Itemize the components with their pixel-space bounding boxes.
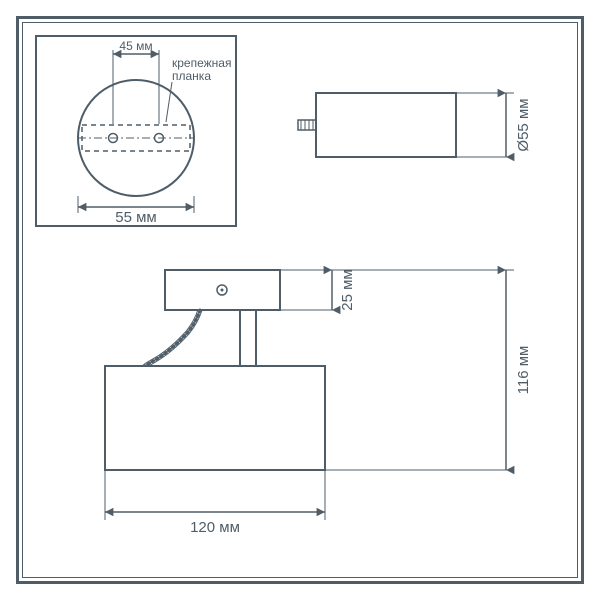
lamp-body bbox=[105, 366, 325, 470]
dim-d55: Ø55 мм bbox=[515, 98, 532, 151]
dim-120: 120 мм bbox=[190, 519, 240, 536]
diagram-page: 45 мм крепежная планка 55 мм Ø55 bbox=[0, 0, 600, 600]
dim-25: 25 мм bbox=[339, 269, 356, 310]
top-cylinder-view: Ø55 мм bbox=[298, 93, 532, 157]
inset-note-l1: крепежная bbox=[172, 56, 231, 70]
inset-dim-55: 55 мм bbox=[115, 209, 156, 226]
inset-note-l2: планка bbox=[172, 69, 211, 83]
stem bbox=[240, 310, 256, 366]
dim-116: 116 мм bbox=[515, 346, 532, 395]
inset-box: 45 мм крепежная планка 55 мм bbox=[36, 36, 236, 226]
inset-dim-45: 45 мм bbox=[119, 39, 152, 53]
main-side-view: 25 мм 116 мм 120 мм bbox=[105, 269, 532, 536]
diagram-svg: 45 мм крепежная планка 55 мм Ø55 bbox=[0, 0, 600, 600]
